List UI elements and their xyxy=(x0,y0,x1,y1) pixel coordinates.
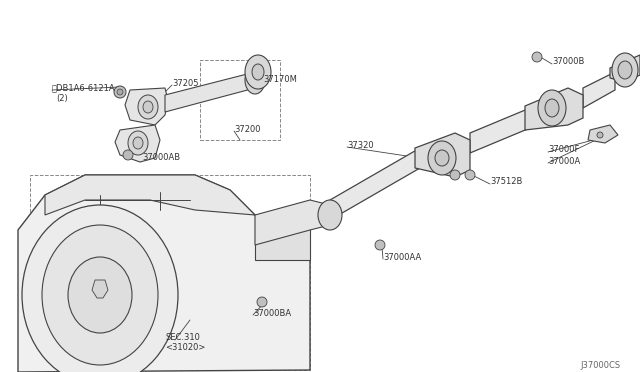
Text: 37200: 37200 xyxy=(234,125,260,134)
Ellipse shape xyxy=(618,61,632,79)
Ellipse shape xyxy=(68,257,132,333)
Polygon shape xyxy=(255,215,310,260)
Ellipse shape xyxy=(252,64,264,80)
Text: 37205: 37205 xyxy=(172,78,198,87)
Text: 37512B: 37512B xyxy=(490,177,522,186)
Circle shape xyxy=(123,150,133,160)
Text: 37000AA: 37000AA xyxy=(383,253,421,262)
Polygon shape xyxy=(92,280,108,298)
Polygon shape xyxy=(255,200,330,245)
Polygon shape xyxy=(165,72,255,112)
Polygon shape xyxy=(125,88,168,125)
Polygon shape xyxy=(610,55,640,82)
Circle shape xyxy=(375,240,385,250)
Ellipse shape xyxy=(138,95,158,119)
Bar xyxy=(200,60,280,140)
Bar xyxy=(30,175,310,370)
Polygon shape xyxy=(18,175,310,372)
Text: 37000F: 37000F xyxy=(548,145,579,154)
Polygon shape xyxy=(588,125,618,143)
Ellipse shape xyxy=(133,137,143,149)
Text: 37000BA: 37000BA xyxy=(253,308,291,317)
Circle shape xyxy=(114,86,126,98)
Ellipse shape xyxy=(143,101,153,113)
Text: J37000CS: J37000CS xyxy=(580,360,620,369)
Polygon shape xyxy=(583,72,615,108)
Circle shape xyxy=(257,297,267,307)
Polygon shape xyxy=(45,175,255,215)
Circle shape xyxy=(532,52,542,62)
Ellipse shape xyxy=(128,131,148,155)
Ellipse shape xyxy=(545,99,559,117)
Ellipse shape xyxy=(245,55,271,89)
Ellipse shape xyxy=(318,200,342,230)
Circle shape xyxy=(465,170,475,180)
Polygon shape xyxy=(330,148,420,220)
Polygon shape xyxy=(115,125,160,162)
Ellipse shape xyxy=(435,150,449,166)
Ellipse shape xyxy=(538,90,566,126)
Circle shape xyxy=(450,170,460,180)
Ellipse shape xyxy=(42,225,158,365)
Ellipse shape xyxy=(612,53,638,87)
Text: 37000B: 37000B xyxy=(552,58,584,67)
Text: (2): (2) xyxy=(56,93,68,103)
Ellipse shape xyxy=(428,141,456,175)
Text: 37000A: 37000A xyxy=(548,157,580,166)
Circle shape xyxy=(117,89,123,95)
Circle shape xyxy=(597,132,603,138)
Text: 37170M: 37170M xyxy=(263,76,297,84)
Ellipse shape xyxy=(22,205,178,372)
Text: SEC.310: SEC.310 xyxy=(165,334,200,343)
Polygon shape xyxy=(525,88,583,130)
Polygon shape xyxy=(415,133,470,177)
Text: 37320: 37320 xyxy=(347,141,374,150)
Ellipse shape xyxy=(245,66,265,94)
Text: <31020>: <31020> xyxy=(165,343,205,353)
Polygon shape xyxy=(470,108,530,153)
Text: 37000AB: 37000AB xyxy=(142,154,180,163)
Text: ⒷDB1A6-6121A: ⒷDB1A6-6121A xyxy=(52,83,116,93)
